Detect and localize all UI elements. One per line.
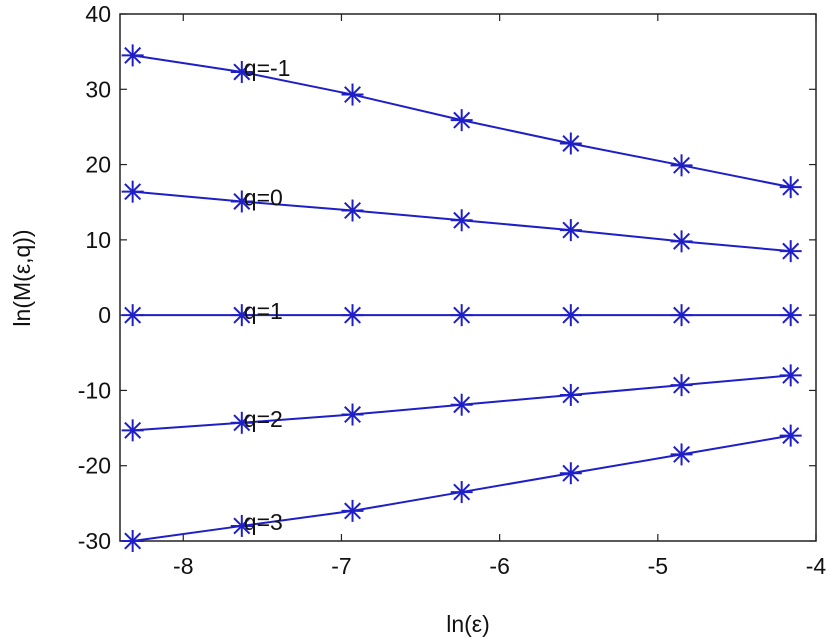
y-tick-label: -20	[78, 453, 111, 479]
data-point	[121, 304, 144, 327]
marker-stroke	[782, 366, 800, 384]
data-point	[559, 462, 582, 485]
series-label: q=0	[244, 184, 283, 210]
data-point	[121, 44, 144, 67]
marker-stroke	[453, 211, 471, 229]
marker-stroke	[233, 306, 251, 324]
y-tick-label: 10	[85, 227, 111, 253]
x-axis: -8 -7 -6 -5 -4	[173, 14, 826, 579]
marker-stroke	[344, 406, 362, 424]
data-point	[121, 530, 144, 552]
marker-stroke	[562, 135, 580, 152]
data-point	[230, 60, 253, 83]
marker-stroke	[344, 86, 362, 104]
data-point	[779, 176, 802, 199]
data-point	[779, 240, 802, 263]
data-point	[341, 304, 364, 327]
marker-stroke	[673, 306, 691, 324]
marker-stroke	[673, 156, 691, 174]
plot-area	[119, 13, 817, 542]
data-point	[670, 443, 693, 466]
marker-stroke	[562, 221, 580, 239]
series-label: q=-1	[244, 55, 291, 81]
marker-stroke	[344, 502, 362, 520]
data-point	[450, 481, 473, 504]
data-point	[341, 83, 364, 106]
marker-stroke	[453, 306, 471, 324]
data-point	[559, 383, 582, 406]
data-point	[450, 304, 473, 327]
data-point	[779, 424, 802, 447]
series-label: q=2	[244, 406, 283, 432]
data-point	[779, 364, 802, 387]
data-point	[670, 230, 693, 253]
y-tick-label: 30	[85, 76, 111, 102]
y-tick-label: 0	[98, 302, 111, 328]
marker-stroke	[673, 232, 691, 250]
data-point	[450, 109, 473, 132]
x-axis-title: ln(ε)	[446, 611, 489, 637]
data-point	[559, 132, 582, 155]
x-tick-label: -7	[331, 553, 351, 579]
marker-stroke	[782, 242, 800, 260]
marker-stroke	[344, 306, 362, 324]
data-point	[230, 190, 253, 213]
marker-stroke	[562, 464, 580, 482]
y-tick-label: -10	[78, 377, 111, 403]
marker-stroke	[453, 396, 471, 414]
data-point	[341, 199, 364, 222]
x-tick-label: -8	[173, 553, 193, 579]
data-point	[559, 304, 582, 327]
data-point	[670, 154, 693, 177]
data-point	[121, 419, 144, 442]
x-tick-label: -5	[648, 553, 668, 579]
marker-stroke	[124, 306, 142, 324]
marker-stroke	[124, 421, 142, 439]
marker-stroke	[233, 414, 251, 432]
marker-stroke	[344, 202, 362, 219]
y-tick-label: 40	[85, 1, 111, 27]
series-label: q=3	[244, 509, 283, 535]
data-point	[341, 499, 364, 522]
data-point	[341, 403, 364, 426]
data-point	[230, 411, 253, 434]
data-point	[230, 304, 253, 327]
y-axis: -30 -20 -10 0 10 20 30 40	[78, 1, 816, 554]
marker-stroke	[453, 483, 471, 501]
marker-stroke	[233, 192, 251, 210]
series-label: q=1	[244, 298, 283, 324]
data-point	[670, 374, 693, 397]
y-axis-title: ln(M(ε,q))	[9, 229, 35, 326]
data-point	[779, 304, 802, 327]
data-point	[121, 180, 144, 203]
data-point	[230, 514, 253, 537]
x-tick-label: -6	[489, 553, 509, 579]
x-tick-label: -4	[806, 553, 827, 579]
marker-stroke	[673, 445, 691, 463]
data-point	[559, 219, 582, 242]
marker-stroke	[673, 376, 691, 394]
marker-stroke	[782, 306, 800, 324]
marker-stroke	[233, 63, 251, 81]
data-point	[670, 304, 693, 327]
marker-stroke	[453, 111, 471, 129]
series-group	[121, 44, 802, 552]
y-tick-label: 20	[85, 152, 111, 178]
marker-stroke	[782, 178, 800, 196]
series-labels: q=-1 q=0 q=1 q=2 q=3	[244, 55, 291, 535]
marker-stroke	[124, 46, 142, 64]
marker-stroke	[562, 306, 580, 324]
marker-stroke	[562, 386, 580, 404]
data-point	[450, 209, 473, 232]
marker-stroke	[782, 427, 800, 445]
marker-stroke	[124, 183, 142, 201]
y-tick-label: -30	[78, 528, 111, 554]
marker-stroke	[124, 532, 142, 550]
marker-stroke	[233, 517, 251, 535]
data-point	[450, 393, 473, 416]
